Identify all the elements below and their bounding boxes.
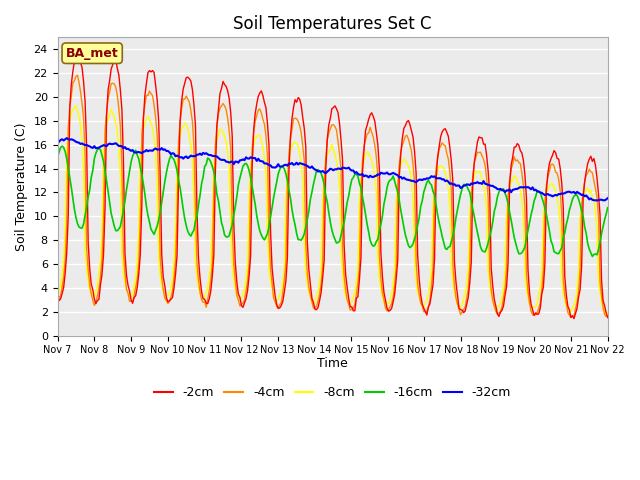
-16cm — [237, 169, 245, 175]
-4cm — [123, 287, 131, 292]
-8cm — [237, 295, 245, 301]
Title: Soil Temperatures Set C: Soil Temperatures Set C — [234, 15, 432, 33]
Line: -8cm: -8cm — [58, 106, 608, 313]
Line: -4cm: -4cm — [58, 75, 608, 318]
-2cm — [604, 315, 612, 321]
-32cm — [54, 140, 61, 146]
-8cm — [247, 163, 255, 168]
X-axis label: Time: Time — [317, 357, 348, 370]
-2cm — [296, 96, 303, 102]
-32cm — [296, 160, 303, 166]
-32cm — [575, 190, 582, 196]
-4cm — [296, 123, 303, 129]
-8cm — [604, 310, 612, 315]
-8cm — [219, 129, 227, 135]
-2cm — [123, 272, 131, 278]
-2cm — [570, 316, 578, 322]
-2cm — [219, 79, 227, 84]
-2cm — [54, 291, 61, 297]
-4cm — [74, 72, 81, 78]
-16cm — [247, 175, 255, 180]
-16cm — [604, 205, 612, 211]
Line: -16cm: -16cm — [58, 146, 608, 256]
-16cm — [58, 143, 66, 149]
-4cm — [576, 266, 584, 272]
-4cm — [54, 296, 61, 302]
-2cm — [576, 287, 584, 292]
-32cm — [219, 157, 227, 163]
-4cm — [567, 315, 575, 321]
-8cm — [54, 293, 61, 299]
-2cm — [237, 302, 245, 308]
-32cm — [123, 146, 131, 152]
Line: -32cm: -32cm — [58, 138, 608, 201]
Y-axis label: Soil Temperature (C): Soil Temperature (C) — [15, 122, 28, 251]
Line: -2cm: -2cm — [58, 54, 608, 319]
-16cm — [296, 237, 303, 242]
-16cm — [575, 196, 582, 202]
-4cm — [219, 101, 227, 107]
-32cm — [604, 195, 612, 201]
-32cm — [237, 157, 245, 163]
Legend: -2cm, -4cm, -8cm, -16cm, -32cm: -2cm, -4cm, -8cm, -16cm, -32cm — [149, 381, 516, 404]
-16cm — [123, 187, 131, 192]
-8cm — [123, 287, 131, 292]
-16cm — [589, 253, 596, 259]
-32cm — [63, 135, 70, 141]
-8cm — [72, 103, 80, 108]
Text: BA_met: BA_met — [66, 47, 118, 60]
-2cm — [247, 253, 255, 259]
-8cm — [296, 151, 303, 156]
-2cm — [74, 51, 81, 57]
-4cm — [604, 312, 612, 318]
-8cm — [602, 311, 610, 316]
-16cm — [219, 225, 227, 230]
-16cm — [54, 155, 61, 160]
-32cm — [247, 155, 255, 160]
-32cm — [593, 198, 601, 204]
-8cm — [575, 270, 582, 276]
-4cm — [247, 182, 255, 188]
-4cm — [237, 301, 245, 307]
